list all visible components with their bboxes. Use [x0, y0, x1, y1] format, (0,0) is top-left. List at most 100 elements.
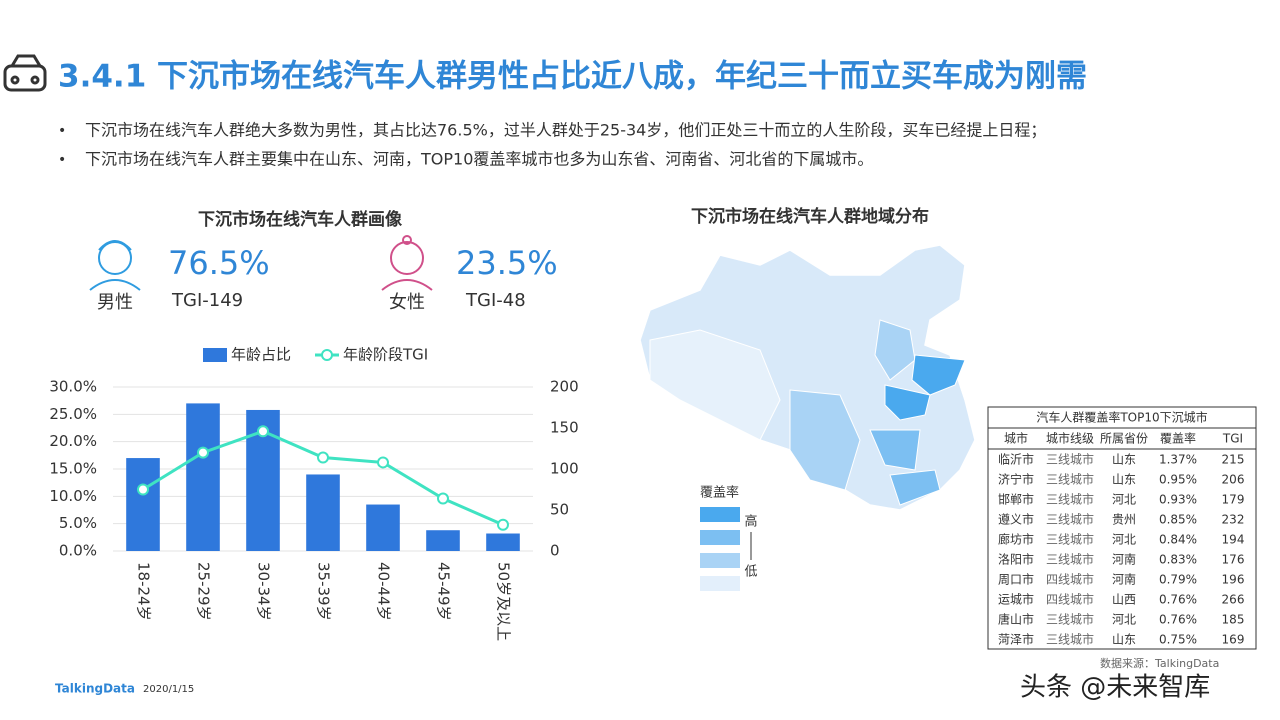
table-cell: 四线城市	[1046, 592, 1094, 607]
y-tick-label: 20.0%	[49, 432, 97, 450]
table-cell: 169	[1222, 633, 1245, 647]
x-tick-label: 45-49岁	[435, 562, 453, 621]
table-header: 城市线级	[1046, 431, 1094, 446]
source: 数据来源：TalkingData	[1100, 656, 1219, 670]
female-label: 女性	[389, 292, 425, 313]
table-cell: 0.93%	[1159, 493, 1197, 507]
table-cell: 176	[1222, 553, 1245, 567]
map	[639, 244, 976, 511]
table-cell: 三线城市	[1046, 532, 1094, 547]
table-cell: 邯郸市	[998, 492, 1034, 507]
table-cell: 185	[1222, 613, 1245, 627]
female-icon	[381, 235, 433, 291]
table-cell: 河北	[1112, 533, 1136, 547]
table-header: 覆盖率	[1160, 431, 1196, 446]
table-cell: 0.76%	[1159, 593, 1197, 607]
legend-label: 年龄占比	[231, 346, 291, 364]
bar	[186, 403, 220, 551]
table-cell: 山东	[1112, 473, 1136, 487]
x-tick-label: 40-44岁	[375, 562, 393, 621]
line-point	[437, 492, 449, 505]
table-cell: 三线城市	[1046, 612, 1094, 627]
table-cell: 0.84%	[1159, 533, 1197, 547]
y2-tick-label: 0	[550, 542, 560, 560]
table-cell: 0.83%	[1159, 553, 1197, 567]
female-share: 23.5%	[456, 244, 558, 282]
y-tick-label: 30.0%	[49, 378, 97, 396]
table-cell: 河南	[1112, 552, 1136, 567]
table-cell: 山东	[1112, 453, 1136, 467]
table-cell: 运城市	[998, 592, 1034, 607]
table-cell: 196	[1222, 573, 1245, 587]
table-cell: 0.75%	[1159, 633, 1197, 647]
table-cell: 山东	[1112, 633, 1136, 647]
male-share: 76.5%	[168, 244, 270, 282]
y-tick-label: 0.0%	[59, 542, 97, 560]
table-cell: 济宁市	[998, 472, 1034, 487]
y2-tick-label: 150	[550, 419, 579, 437]
legend-swatch	[700, 576, 740, 591]
table-cell: 周口市	[998, 572, 1034, 587]
table-cell: 215	[1222, 453, 1245, 467]
male-tgi: TGI-149	[171, 290, 243, 311]
table-frame	[987, 406, 1257, 650]
table-cell: 0.76%	[1159, 613, 1197, 627]
map-title: 下沉市场在线汽车人群地域分布	[691, 206, 929, 227]
y2-tick-label: 100	[550, 460, 579, 478]
table-header: 城市	[1004, 431, 1028, 446]
y-tick-label: 10.0%	[49, 487, 97, 505]
chart: 0.0% 5.0% 10.0% 15.0% 20.0% 25.0% 30.0% 0 50 100 1…	[49, 346, 578, 642]
table-cell: 河北	[1112, 613, 1136, 627]
profile-title: 下沉市场在线汽车人群画像	[198, 209, 403, 230]
brand: TalkingData	[55, 682, 135, 696]
table-cell: 三线城市	[1046, 452, 1094, 467]
table-cell: 179	[1222, 493, 1245, 507]
table-cell: 菏泽市	[998, 632, 1034, 647]
line-point	[257, 425, 269, 438]
table-cell: 206	[1222, 473, 1245, 487]
legend-swatch	[203, 348, 227, 362]
table-cell: 194	[1222, 533, 1245, 547]
table-cell: 三线城市	[1046, 492, 1094, 507]
legend-marker	[321, 349, 333, 361]
line-point	[497, 518, 509, 531]
bullet: 下沉市场在线汽车人群主要集中在山东、河南，TOP10覆盖率城市也多为山东省、河南…	[85, 150, 873, 169]
table-cell: 266	[1222, 593, 1245, 607]
table-title: 汽车人群覆盖率TOP10下沉城市	[1036, 410, 1207, 425]
legend-swatch	[700, 530, 740, 545]
table-cell: 三线城市	[1046, 472, 1094, 487]
y2-tick-label: 200	[550, 378, 579, 396]
y-tick-label: 15.0%	[49, 460, 97, 478]
table-cell: 贵州	[1112, 513, 1136, 527]
table-cell: 临沂市	[998, 452, 1034, 467]
x-tick-label: 35-39岁	[315, 562, 333, 621]
bar	[126, 458, 160, 551]
bullet-dot: •	[58, 152, 66, 168]
line-point	[317, 451, 329, 464]
legend-swatch	[700, 507, 740, 522]
male-label: 男性	[97, 292, 133, 313]
line-point	[137, 483, 149, 496]
x-tick-label: 18-24岁	[135, 562, 153, 621]
x-tick-label: 25-29岁	[195, 562, 213, 621]
legend-swatch	[700, 553, 740, 568]
table-cell: 廊坊市	[998, 532, 1034, 547]
table-header: TGI	[1222, 432, 1243, 446]
table-cell: 山西	[1112, 593, 1136, 607]
table-cell: 河南	[1112, 572, 1136, 587]
legend-title: 覆盖率	[700, 485, 739, 501]
table-cell: 三线城市	[1046, 552, 1094, 567]
table-cell: 0.85%	[1159, 513, 1197, 527]
table-cell: 0.95%	[1159, 473, 1197, 487]
table-cell: 遵义市	[998, 512, 1034, 527]
page-title: 3.4.1 下沉市场在线汽车人群男性占比近八成，年纪三十而立买车成为刚需	[58, 59, 1087, 95]
female-tgi: TGI-48	[465, 290, 526, 311]
table-header: 所属省份	[1100, 432, 1148, 446]
date: 2020/1/15	[143, 684, 194, 695]
x-tick-label: 30-34岁	[255, 562, 273, 621]
y-tick-label: 5.0%	[59, 514, 97, 532]
male-icon	[89, 240, 141, 291]
bar	[486, 533, 520, 551]
